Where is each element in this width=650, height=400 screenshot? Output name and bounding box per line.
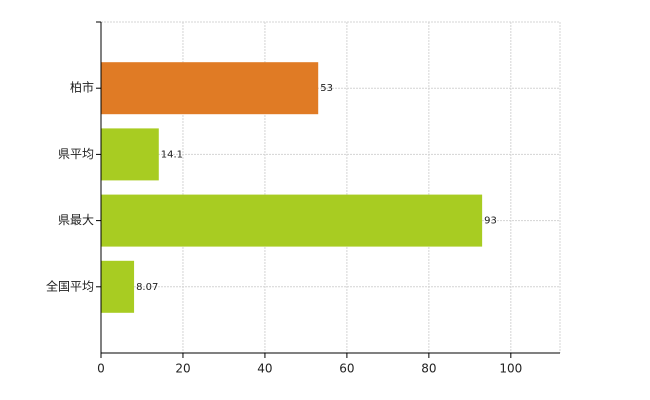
bar (101, 194, 483, 247)
bar (101, 260, 135, 313)
x-tick-label: 40 (257, 362, 272, 376)
y-tick-label: 県最大 (58, 213, 94, 227)
bar (101, 128, 159, 181)
x-tick-label: 20 (175, 362, 190, 376)
y-tick-label: 県平均 (58, 147, 94, 161)
y-tick-label: 全国平均 (46, 278, 94, 293)
value-label: 8.07 (136, 282, 158, 293)
x-tick-label: 0 (97, 362, 105, 376)
x-tick-label: 80 (421, 362, 436, 376)
bar (101, 62, 319, 115)
x-tick-label: 100 (499, 362, 522, 376)
value-label: 93 (484, 216, 497, 227)
value-label: 14.1 (161, 149, 183, 160)
x-tick-label: 60 (339, 362, 354, 376)
y-tick-label: 柏市 (70, 80, 94, 95)
value-label: 53 (320, 83, 333, 94)
